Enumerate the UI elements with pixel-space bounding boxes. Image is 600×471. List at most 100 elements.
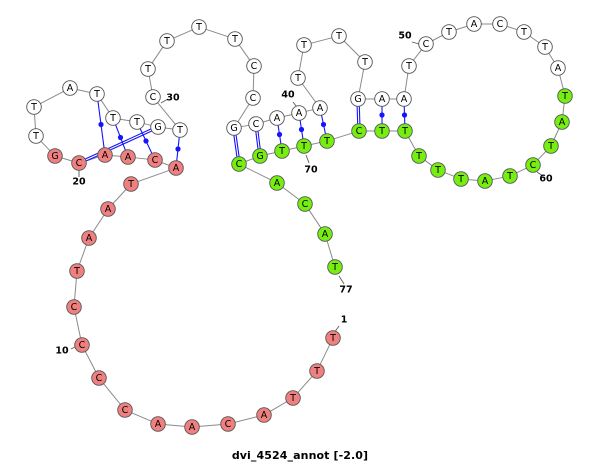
nucleotide-circle[interactable] [100, 201, 116, 217]
nucleotide-68[interactable]: C [351, 123, 367, 139]
nucleotide-16[interactable]: A [168, 160, 184, 176]
nucleotide-52[interactable]: A [466, 16, 482, 32]
nucleotide-20[interactable]: C [71, 155, 87, 171]
nucleotide-49[interactable]: T [401, 58, 417, 74]
nucleotide-72[interactable]: G [252, 148, 268, 164]
nucleotide-circle[interactable] [319, 133, 335, 149]
nucleotide-circle[interactable] [129, 114, 145, 130]
nucleotide-1[interactable]: T [325, 330, 341, 346]
nucleotide-circle[interactable] [269, 110, 285, 126]
nucleotide-circle[interactable] [327, 259, 343, 275]
nucleotide-circle[interactable] [296, 37, 312, 53]
nucleotide-47[interactable]: A [374, 91, 390, 107]
nucleotide-19[interactable]: A [97, 147, 113, 163]
nucleotide-76[interactable]: A [317, 226, 333, 242]
nucleotide-62[interactable]: A [477, 173, 493, 189]
nucleotide-circle[interactable] [418, 36, 434, 52]
nucleotide-25[interactable]: T [89, 86, 105, 102]
nucleotide-56[interactable]: A [550, 60, 566, 76]
nucleotide-circle[interactable] [172, 122, 188, 138]
nucleotide-12[interactable]: T [69, 263, 85, 279]
nucleotide-29[interactable]: T [172, 122, 188, 138]
nucleotide-circle[interactable] [357, 54, 373, 70]
nucleotide-circle[interactable] [296, 138, 312, 154]
nucleotide-circle[interactable] [290, 70, 306, 86]
nucleotide-24[interactable]: A [62, 80, 78, 96]
nucleotide-60[interactable]: C [525, 157, 541, 173]
nucleotide-circle[interactable] [150, 119, 166, 135]
nucleotide-40[interactable]: A [291, 105, 307, 121]
nucleotide-14[interactable]: A [100, 201, 116, 217]
nucleotide-circle[interactable] [396, 91, 412, 107]
nucleotide-70[interactable]: T [296, 138, 312, 154]
nucleotide-circle[interactable] [557, 88, 573, 104]
nucleotide-circle[interactable] [374, 91, 390, 107]
nucleotide-11[interactable]: C [66, 299, 82, 315]
nucleotide-75[interactable]: C [297, 196, 313, 212]
nucleotide-circle[interactable] [123, 176, 139, 192]
nucleotide-circle[interactable] [312, 100, 328, 116]
nucleotide-67[interactable]: T [374, 123, 390, 139]
nucleotide-circle[interactable] [466, 16, 482, 32]
nucleotide-circle[interactable] [543, 138, 559, 154]
nucleotide-44[interactable]: T [331, 28, 347, 44]
nucleotide-42[interactable]: T [290, 70, 306, 86]
nucleotide-circle[interactable] [492, 16, 508, 32]
nucleotide-54[interactable]: T [516, 24, 532, 40]
nucleotide-circle[interactable] [168, 160, 184, 176]
nucleotide-26[interactable]: T [105, 110, 121, 126]
nucleotide-35[interactable]: C [246, 58, 262, 74]
nucleotide-circle[interactable] [525, 157, 541, 173]
nucleotide-51[interactable]: T [441, 24, 457, 40]
nucleotide-circle[interactable] [184, 419, 200, 435]
nucleotide-34[interactable]: T [227, 31, 243, 47]
nucleotide-48[interactable]: A [396, 91, 412, 107]
nucleotide-4[interactable]: A [256, 407, 272, 423]
nucleotide-circle[interactable] [150, 416, 166, 432]
nucleotide-32[interactable]: T [159, 33, 175, 49]
nucleotide-circle[interactable] [245, 90, 261, 106]
nucleotide-circle[interactable] [325, 330, 341, 346]
nucleotide-41[interactable]: A [312, 100, 328, 116]
nucleotide-66[interactable]: T [397, 123, 413, 139]
nucleotide-63[interactable]: T [453, 171, 469, 187]
nucleotide-circle[interactable] [397, 123, 413, 139]
nucleotide-22[interactable]: T [28, 128, 44, 144]
nucleotide-5[interactable]: C [220, 416, 236, 432]
nucleotide-38[interactable]: C [248, 116, 264, 132]
nucleotide-77[interactable]: T [327, 259, 343, 275]
nucleotide-circle[interactable] [26, 99, 42, 115]
nucleotide-circle[interactable] [191, 19, 207, 35]
nucleotide-15[interactable]: T [123, 176, 139, 192]
nucleotide-74[interactable]: A [269, 175, 285, 191]
nucleotide-2[interactable]: T [309, 363, 325, 379]
nucleotide-39[interactable]: A [269, 110, 285, 126]
nucleotide-43[interactable]: T [296, 37, 312, 53]
nucleotide-circle[interactable] [66, 299, 82, 315]
nucleotide-7[interactable]: A [150, 416, 166, 432]
nucleotide-50[interactable]: C [418, 36, 434, 52]
nucleotide-21[interactable]: G [47, 148, 63, 164]
nucleotide-circle[interactable] [297, 196, 313, 212]
nucleotide-58[interactable]: A [554, 114, 570, 130]
nucleotide-circle[interactable] [226, 120, 242, 136]
nucleotide-61[interactable]: T [502, 168, 518, 184]
nucleotide-46[interactable]: G [350, 91, 366, 107]
nucleotide-circle[interactable] [91, 370, 107, 386]
nucleotide-circle[interactable] [291, 105, 307, 121]
nucleotide-circle[interactable] [331, 28, 347, 44]
nucleotide-18[interactable]: A [120, 149, 136, 165]
nucleotide-circle[interactable] [74, 337, 90, 353]
nucleotide-circle[interactable] [120, 149, 136, 165]
nucleotide-3[interactable]: T [285, 390, 301, 406]
nucleotide-circle[interactable] [147, 152, 163, 168]
nucleotide-28[interactable]: G [150, 119, 166, 135]
nucleotide-circle[interactable] [350, 91, 366, 107]
nucleotide-69[interactable]: T [319, 133, 335, 149]
nucleotide-59[interactable]: T [543, 138, 559, 154]
nucleotide-6[interactable]: A [184, 419, 200, 435]
nucleotide-33[interactable]: T [191, 19, 207, 35]
nucleotide-circle[interactable] [430, 162, 446, 178]
nucleotide-circle[interactable] [248, 116, 264, 132]
nucleotide-circle[interactable] [411, 148, 427, 164]
